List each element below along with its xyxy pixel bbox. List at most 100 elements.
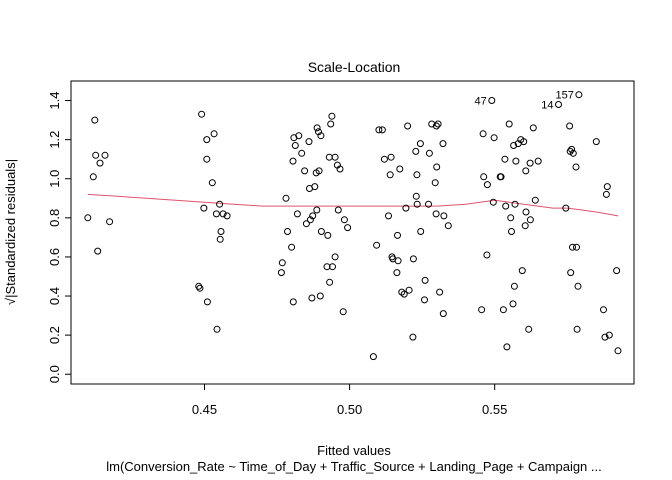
- data-point: [282, 194, 290, 202]
- data-point: [432, 210, 440, 218]
- data-point: [331, 253, 339, 261]
- data-point: [614, 347, 622, 355]
- data-point: [325, 153, 333, 161]
- data-point: [490, 134, 498, 142]
- point-id-label: 47: [475, 96, 487, 108]
- data-point: [529, 124, 537, 132]
- data-point: [525, 325, 533, 333]
- data-point: [478, 306, 486, 314]
- data-point: [326, 278, 334, 286]
- data-point: [483, 251, 491, 259]
- data-point: [603, 183, 611, 191]
- data-point: [313, 206, 321, 214]
- data-point: [213, 325, 221, 333]
- data-point: [329, 263, 336, 271]
- data-point: [334, 206, 342, 214]
- data-point: [373, 241, 381, 249]
- data-point: [328, 112, 336, 120]
- data-point: [404, 122, 412, 130]
- data-point: [518, 267, 526, 275]
- x-axis-label: Fitted values: [317, 443, 391, 458]
- data-point: [501, 155, 509, 163]
- data-point: [483, 181, 491, 189]
- data-point: [311, 183, 319, 191]
- data-point: [387, 153, 395, 161]
- data-point: [203, 155, 211, 163]
- data-point: [508, 228, 515, 235]
- data-point: [568, 145, 576, 153]
- data-point: [212, 210, 220, 218]
- data-point: [409, 333, 417, 341]
- data-point: [489, 198, 497, 206]
- y-axis-label: √|Standardized residuals|: [3, 159, 18, 305]
- data-point: [439, 310, 447, 318]
- chart-title: Scale-Location: [308, 59, 401, 75]
- data-point: [413, 200, 421, 208]
- data-point: [572, 163, 580, 171]
- data-point: [91, 116, 99, 124]
- data-point: [309, 212, 317, 220]
- data-point: [344, 224, 352, 232]
- data-point: [510, 282, 518, 290]
- data-point: [203, 298, 211, 306]
- data-point: [432, 122, 440, 130]
- data-point: [520, 138, 528, 146]
- data-point: [510, 142, 518, 149]
- data-point: [574, 282, 582, 290]
- data-point: [208, 179, 216, 187]
- data-point: [298, 149, 306, 157]
- data-point: [295, 132, 303, 140]
- data-point: [405, 286, 413, 294]
- data-point: [198, 110, 206, 118]
- data-point: [277, 269, 285, 277]
- data-point: [195, 282, 203, 290]
- data-point: [369, 353, 377, 361]
- data-point: [210, 130, 218, 138]
- data-point: [306, 216, 314, 224]
- data-point: [216, 235, 224, 243]
- data-point: [436, 288, 444, 296]
- data-point: [488, 97, 496, 104]
- data-point: [396, 165, 404, 173]
- data-point: [431, 179, 439, 187]
- data-point: [340, 216, 348, 224]
- data-point: [278, 259, 286, 267]
- x-tick-label: 0.50: [337, 402, 362, 417]
- data-point: [600, 306, 607, 314]
- data-point: [531, 196, 539, 204]
- data-point: [569, 243, 576, 251]
- data-point: [400, 290, 408, 298]
- model-formula-subtitle: lm(Conversion_Rate ~ Time_of_Day + Traff…: [106, 459, 602, 474]
- data-point: [315, 167, 323, 175]
- data-point: [217, 228, 225, 235]
- data-point: [613, 267, 621, 275]
- x-tick-label: 0.55: [482, 402, 507, 417]
- data-point: [291, 142, 299, 149]
- data-point: [375, 126, 383, 134]
- data-point: [569, 149, 577, 157]
- data-point: [425, 200, 432, 208]
- data-point: [313, 124, 321, 132]
- data-point: [505, 120, 513, 128]
- data-point: [96, 159, 104, 167]
- data-point: [521, 222, 529, 230]
- data-point: [394, 257, 402, 265]
- y-tick-label: 1.2: [47, 131, 62, 149]
- y-tick-label: 0.0: [47, 365, 62, 383]
- data-point: [534, 157, 542, 165]
- data-point: [284, 228, 291, 235]
- data-point: [412, 192, 420, 200]
- data-point: [567, 269, 575, 277]
- data-point: [380, 155, 388, 163]
- data-point: [425, 149, 433, 157]
- data-point: [327, 120, 335, 128]
- data-point: [219, 210, 227, 218]
- data-point: [386, 171, 394, 179]
- data-point: [289, 298, 297, 306]
- data-point: [302, 220, 310, 228]
- data-point: [479, 130, 487, 138]
- data-point: [433, 163, 441, 171]
- data-point: [89, 173, 97, 181]
- data-point: [526, 216, 534, 224]
